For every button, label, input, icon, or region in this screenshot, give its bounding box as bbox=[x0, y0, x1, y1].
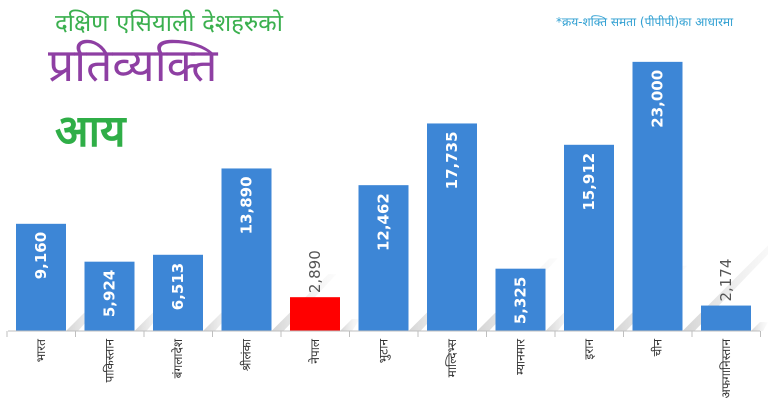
value-label: 9,160 bbox=[32, 232, 50, 279]
bar-shadow bbox=[682, 245, 768, 331]
bar bbox=[564, 144, 614, 331]
value-label: 17,735 bbox=[443, 131, 461, 189]
category-label: इरान bbox=[582, 339, 596, 360]
value-label: 5,325 bbox=[512, 277, 530, 324]
bar bbox=[221, 168, 272, 331]
value-label: 23,000 bbox=[649, 70, 667, 128]
category-labels: भारत पाकिस्तान बंगलादेश श्रीलंका नेपाल भुटान म… bbox=[34, 338, 733, 398]
category-label: भुटान bbox=[377, 339, 392, 364]
value-label: 13,890 bbox=[238, 176, 256, 234]
bars bbox=[16, 61, 751, 331]
category-label: बंगलादेश bbox=[171, 338, 185, 378]
bar-shadow bbox=[340, 319, 360, 331]
value-label: 2,174 bbox=[717, 259, 735, 302]
bar-shadow bbox=[751, 322, 768, 331]
chart-subtitle: दक्षिण एसियाली देशहरुको bbox=[55, 9, 283, 37]
bar bbox=[632, 61, 683, 331]
category-label: म्यानमार bbox=[514, 338, 528, 375]
chart-title-line-2: आय bbox=[55, 106, 126, 157]
bar bbox=[358, 185, 409, 331]
category-label: भारत bbox=[34, 338, 48, 362]
category-label: नेपाल bbox=[308, 338, 322, 364]
category-label: पाकिस्तान bbox=[103, 339, 117, 383]
bar bbox=[16, 223, 66, 331]
value-label: 12,462 bbox=[375, 193, 393, 251]
bar bbox=[153, 254, 203, 331]
value-labels: 9,160 5,924 6,513 13,890 2,890 12,462 17,735 5,… bbox=[32, 70, 735, 324]
bar bbox=[701, 305, 751, 331]
footnote: *क्रय-शक्ति समता (पीपीपी)का आधारमा bbox=[556, 15, 734, 29]
chart-title: प्रतिव्यक्ति bbox=[48, 38, 218, 92]
bar bbox=[427, 123, 477, 331]
x-axis-ticks bbox=[6, 331, 761, 337]
value-label: 2,890 bbox=[306, 250, 324, 293]
value-label: 5,924 bbox=[101, 270, 119, 317]
value-label: 15,912 bbox=[580, 153, 598, 211]
category-label: अफगानिस्तान bbox=[719, 339, 733, 399]
category-label: माल्दिभ्स bbox=[445, 338, 459, 377]
category-label: चीन bbox=[651, 339, 665, 357]
bar bbox=[495, 268, 546, 331]
category-label: श्रीलंका bbox=[240, 338, 254, 371]
bar-highlighted bbox=[290, 297, 340, 331]
value-label: 6,513 bbox=[169, 263, 187, 310]
bar bbox=[84, 261, 135, 331]
